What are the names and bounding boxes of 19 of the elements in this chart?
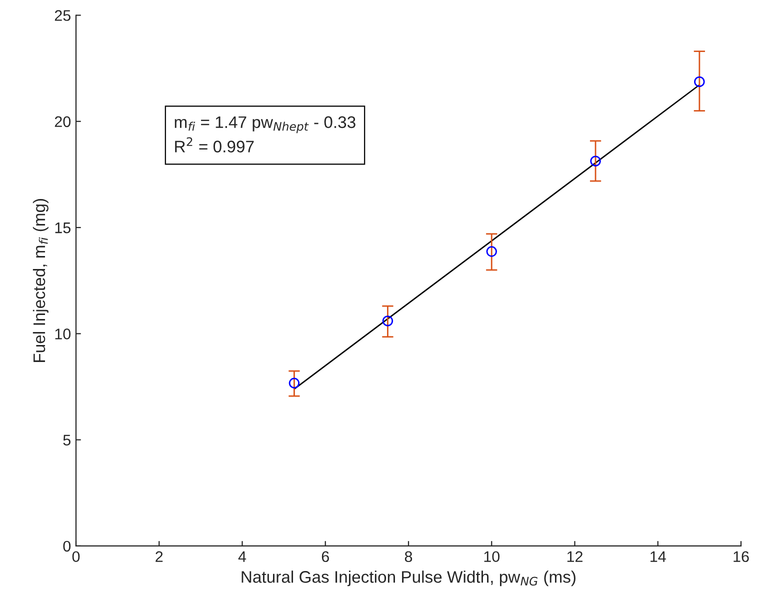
x-tick-label: 16 [734,551,749,562]
y-tick-label: 25 [54,10,70,21]
x-tick-label: 14 [650,551,666,562]
x-tick-label: 10 [484,551,500,562]
x-tick-label: 4 [238,551,246,562]
annotation: m$_{fi}$ = 1.47 pw$_{Nhept}$ - 0.33 [174,116,356,134]
y-tick-label: 10 [55,328,71,340]
y-tick-label: 15 [55,222,70,234]
annotation: R$^{2}$ = 0.997 [175,137,254,152]
y-tick-label: 20 [54,116,71,128]
x-tick-label: 0 [72,551,80,562]
x-axis-title: Natural Gas Injection Pulse Width, pw$_{NG}$ (ms) [242,570,576,586]
y-axis-title: Fuel Injected, m$_{fi}$ (mg) [32,198,48,362]
x-tick-label: 8 [404,551,412,562]
x-tick-label: 12 [567,551,582,562]
y-tick-label: 0 [63,540,71,552]
x-tick-label: 2 [156,551,163,562]
x-tick-label: 6 [322,551,329,562]
y-tick-label: 5 [63,434,70,446]
